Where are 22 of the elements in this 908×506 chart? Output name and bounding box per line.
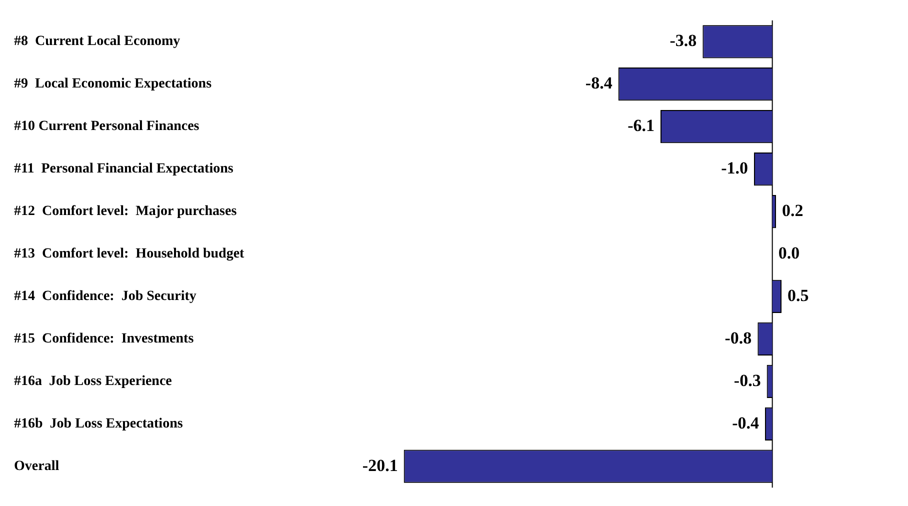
y-tick-label: #13 Comfort level: Household budget xyxy=(14,246,245,262)
y-tick-label: #15 Confidence: Investments xyxy=(14,332,194,347)
data-label: 0.5 xyxy=(788,286,809,305)
data-label: -0.3 xyxy=(734,370,761,390)
data-label: -3.8 xyxy=(670,31,697,50)
data-label: -8.4 xyxy=(585,74,613,92)
data-label: -20.1 xyxy=(362,456,398,475)
data-label: -6.1 xyxy=(628,116,654,135)
y-tick-label: Overall xyxy=(14,458,60,474)
y-tick-label: #11 Personal Financial Expectations xyxy=(14,162,234,177)
data-label: -0.8 xyxy=(724,328,752,348)
y-tick-label: #8 Current Local Economy xyxy=(14,34,180,50)
y-tick-label: #9 Local Economic Expectations xyxy=(14,76,212,92)
data-label: 0.0 xyxy=(778,243,800,262)
data-label: 0.2 xyxy=(782,200,804,220)
y-tick-label: #12 Comfort level: Major purchases xyxy=(14,204,238,220)
y-tick-label: #10 Current Personal Finances xyxy=(14,119,200,134)
y-tick-label: #14 Confidence: Job Security xyxy=(14,289,196,304)
data-label: -0.4 xyxy=(732,413,760,432)
y-tick-label: #16b Job Loss Expectations xyxy=(14,416,184,432)
y-tick-label: #16a Job Loss Experience xyxy=(14,374,172,390)
data-label: -1.0 xyxy=(721,158,748,178)
